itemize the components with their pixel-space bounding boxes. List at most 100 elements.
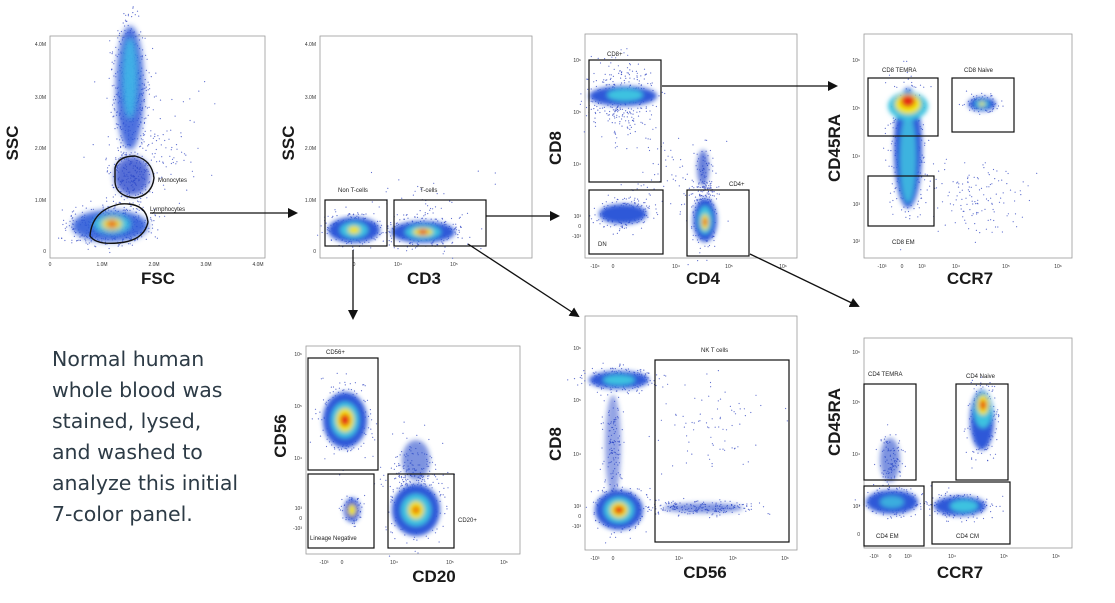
event-dot (125, 154, 128, 156)
event-dot (150, 135, 152, 137)
event-dot (981, 210, 983, 212)
event-dot (363, 214, 365, 216)
event-dot (645, 106, 647, 108)
event-dot (893, 121, 895, 123)
event-dot (459, 216, 461, 218)
event-dot (114, 99, 117, 101)
event-dot (925, 202, 927, 204)
event-dot (666, 510, 668, 512)
event-dot (325, 222, 327, 224)
event-dot (70, 215, 72, 218)
event-dot (112, 186, 114, 188)
event-dot (455, 226, 457, 228)
event-dot (632, 387, 634, 389)
event-dot (929, 180, 931, 182)
event-dot (989, 183, 991, 186)
event-dot (593, 207, 595, 209)
y-tick: 1.0M (35, 198, 46, 204)
event-dot (145, 117, 147, 119)
y-tick: 10⁴ (852, 154, 860, 160)
event-dot (699, 194, 701, 196)
event-dot (146, 197, 148, 199)
event-dot (107, 167, 109, 169)
event-dot (649, 138, 651, 140)
event-dot (990, 219, 992, 221)
event-dot (344, 384, 346, 386)
event-dot (115, 157, 117, 159)
event-dot (654, 204, 657, 206)
event-dot (996, 108, 998, 110)
event-dot (600, 388, 603, 390)
event-dot (621, 225, 623, 227)
event-dot (593, 121, 595, 123)
event-dot (692, 234, 694, 236)
event-dot (171, 158, 174, 160)
event-dot (965, 197, 967, 199)
event-dot (711, 181, 713, 183)
event-dot (454, 227, 456, 229)
density-blobs (589, 86, 717, 242)
event-dot (692, 239, 694, 241)
event-dot (987, 219, 989, 221)
event-dot (351, 522, 353, 524)
event-dot (652, 89, 654, 92)
event-dot (494, 172, 496, 174)
event-dot (147, 89, 149, 91)
event-dot (454, 228, 456, 230)
event-dot (605, 84, 607, 86)
event-dot (994, 226, 997, 228)
event-dot (629, 537, 631, 539)
event-dot (369, 409, 371, 411)
event-dot (424, 212, 426, 214)
event-dot (904, 211, 906, 213)
event-dot (427, 475, 429, 477)
event-dot (429, 455, 431, 457)
event-dot (123, 151, 125, 153)
y-tick: 0 (43, 249, 46, 255)
event-dot (162, 161, 164, 163)
event-dot (387, 227, 389, 229)
event-dot (998, 201, 1001, 203)
event-dot (156, 237, 158, 239)
event-dot (603, 79, 605, 81)
event-dot (429, 470, 431, 472)
event-dot (143, 118, 145, 120)
event-dot (346, 448, 348, 450)
event-dot (380, 466, 382, 468)
event-dot (132, 202, 134, 204)
event-dot (73, 210, 75, 212)
event-dot (597, 527, 599, 529)
y-tick: 4.0M (305, 42, 316, 48)
x-axis-label: CCR7 (947, 269, 993, 288)
event-dot (580, 100, 582, 102)
event-dot (605, 201, 607, 203)
event-dot (118, 201, 120, 203)
event-dot (626, 148, 628, 150)
event-dot (731, 511, 733, 513)
event-dot (647, 507, 649, 509)
event-dot (340, 505, 342, 507)
event-dot (691, 226, 693, 228)
event-dot (601, 81, 604, 83)
event-dot (698, 193, 701, 195)
event-dot (976, 95, 978, 97)
event-dot (114, 207, 116, 209)
event-dot (636, 75, 638, 77)
event-dot (944, 224, 946, 226)
event-dot (102, 204, 104, 206)
event-dot (963, 103, 965, 106)
event-dot (111, 51, 114, 53)
event-dot (653, 217, 655, 219)
event-dot (352, 249, 355, 251)
event-dot (992, 208, 994, 211)
event-dot (708, 185, 710, 187)
event-dot (964, 162, 966, 164)
event-dot (380, 226, 382, 229)
event-dot (597, 57, 599, 59)
event-dot (341, 510, 344, 512)
event-dot (444, 221, 446, 223)
x-tick: 10³ (918, 264, 926, 270)
event-dot (150, 218, 152, 220)
event-dot (958, 183, 960, 185)
event-dot (598, 521, 600, 523)
